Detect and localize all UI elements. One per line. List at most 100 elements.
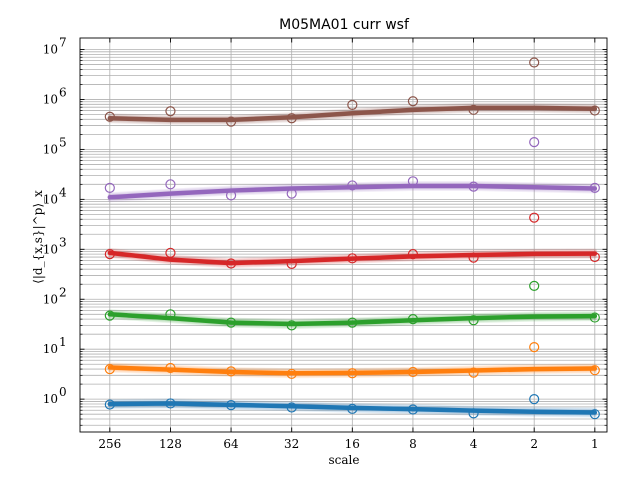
data-point bbox=[529, 394, 540, 405]
data-point bbox=[529, 342, 540, 353]
x-tick-label: 128 bbox=[159, 437, 182, 451]
data-point bbox=[286, 113, 297, 124]
data-point bbox=[165, 362, 176, 374]
data-point bbox=[529, 57, 540, 68]
data-point bbox=[589, 312, 600, 323]
data-point bbox=[589, 251, 600, 263]
fit-band-trace bbox=[107, 309, 597, 323]
data-point bbox=[104, 363, 115, 375]
x-tick-label: 256 bbox=[98, 437, 121, 451]
x-tick-label: 32 bbox=[284, 437, 299, 451]
axes-frame bbox=[79, 37, 608, 433]
y-tick-label-exponent: 4 bbox=[59, 185, 67, 199]
fit-band-trace bbox=[107, 108, 597, 125]
series-0 bbox=[104, 394, 600, 420]
fit-line bbox=[107, 183, 598, 200]
data-point bbox=[347, 368, 358, 379]
data-point bbox=[347, 253, 358, 264]
fit-band-trace bbox=[107, 368, 597, 379]
data-point bbox=[104, 399, 115, 410]
y-tick-label: 10 bbox=[43, 342, 58, 356]
data-point bbox=[468, 252, 479, 263]
y-tick-label-exponent: 3 bbox=[59, 235, 67, 249]
fit-band-trace bbox=[107, 253, 597, 269]
y-axis-label: ⟨|d_{x,s}|^p⟩_x bbox=[31, 190, 45, 284]
data-point bbox=[407, 96, 419, 107]
data-point bbox=[589, 409, 600, 420]
data-point bbox=[165, 309, 176, 320]
x-tick-label: 16 bbox=[345, 437, 360, 451]
data-point bbox=[468, 104, 479, 115]
y-tick-label: 10 bbox=[43, 392, 58, 406]
data-point bbox=[225, 366, 237, 377]
data-point bbox=[468, 367, 479, 378]
data-point bbox=[529, 280, 540, 292]
data-point bbox=[468, 408, 479, 419]
fit-band-trace bbox=[107, 362, 597, 373]
data-point bbox=[347, 180, 358, 191]
data-point bbox=[407, 249, 419, 260]
x-tick-label: 2 bbox=[530, 437, 538, 451]
data-point bbox=[286, 320, 297, 331]
data-point bbox=[104, 111, 115, 122]
y-tick-label-exponent: 6 bbox=[59, 85, 67, 99]
series-1 bbox=[104, 342, 600, 380]
data-point bbox=[104, 182, 115, 193]
data-point bbox=[589, 365, 600, 376]
x-tick-label: 4 bbox=[470, 437, 478, 451]
data-point bbox=[468, 315, 479, 326]
y-tick-label-exponent: 0 bbox=[59, 385, 67, 399]
data-point bbox=[286, 368, 297, 380]
y-tick-label-exponent: 7 bbox=[59, 36, 67, 50]
data-point bbox=[225, 190, 237, 201]
data-point bbox=[407, 314, 419, 325]
fit-band-trace bbox=[107, 404, 597, 418]
fit-band-trace bbox=[107, 181, 597, 197]
fit-band-trace bbox=[107, 102, 597, 119]
y-tick-label: 10 bbox=[43, 92, 58, 106]
data-point bbox=[468, 181, 479, 192]
data-point bbox=[165, 247, 176, 258]
chart-title: M05MA01 curr wsf bbox=[279, 17, 410, 33]
y-tick-label-exponent: 2 bbox=[59, 285, 67, 299]
y-tick-label-exponent: 5 bbox=[59, 135, 67, 149]
x-tick-label: 64 bbox=[223, 437, 239, 451]
data-point bbox=[347, 317, 358, 328]
data-point bbox=[104, 249, 115, 260]
fit-line bbox=[107, 401, 598, 415]
data-point bbox=[225, 317, 237, 328]
data-point bbox=[165, 106, 176, 117]
fit-band-trace bbox=[107, 315, 597, 329]
fit-line bbox=[107, 250, 598, 266]
x-tick-label: 1 bbox=[591, 437, 599, 451]
data-point bbox=[407, 366, 419, 378]
data-point bbox=[589, 182, 600, 193]
data-point bbox=[225, 400, 237, 411]
series-2 bbox=[104, 280, 600, 331]
series-3 bbox=[104, 212, 600, 270]
x-tick-label: 8 bbox=[409, 437, 417, 451]
data-point bbox=[286, 402, 297, 413]
y-tick-label: 10 bbox=[43, 192, 58, 206]
y-tick-label: 10 bbox=[43, 142, 58, 156]
data-point bbox=[104, 310, 115, 321]
data-point bbox=[165, 179, 176, 190]
data-point bbox=[347, 99, 358, 110]
data-point bbox=[407, 404, 419, 415]
y-tick-label: 10 bbox=[43, 292, 58, 306]
fit-line bbox=[107, 365, 598, 376]
data-point bbox=[165, 398, 176, 409]
data-point bbox=[225, 258, 237, 269]
data-point bbox=[529, 137, 540, 148]
data-point bbox=[529, 212, 540, 223]
y-tick-label: 10 bbox=[43, 242, 58, 256]
data-point bbox=[347, 403, 358, 414]
data-point bbox=[407, 176, 419, 187]
fit-line bbox=[107, 312, 598, 327]
fit-line bbox=[107, 105, 598, 123]
data-point bbox=[286, 258, 297, 270]
